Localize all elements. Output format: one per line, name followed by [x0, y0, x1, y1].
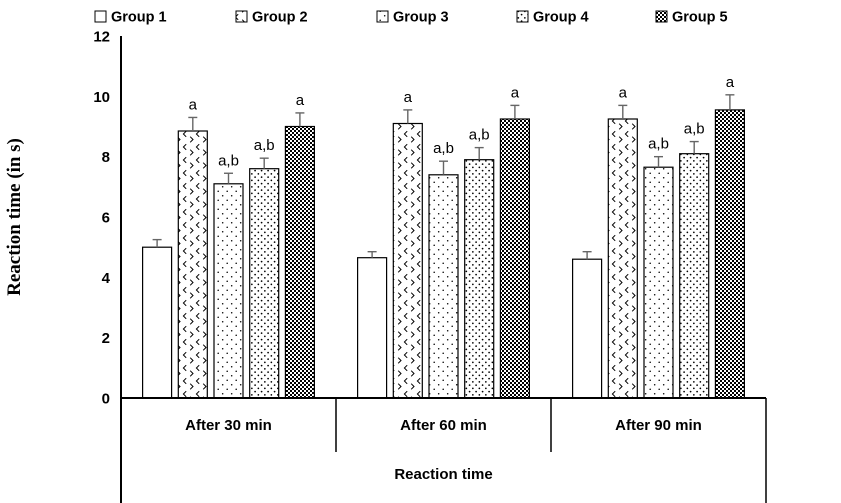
y-tick-label: 6 [102, 210, 110, 227]
y-axis-title: Reaction time (in s) [4, 138, 25, 296]
bar-group-3-1 [213, 183, 244, 399]
legend-label: Group 1 [111, 10, 167, 26]
x-category-label: After 30 min [185, 417, 272, 434]
bar-group-2-2 [392, 122, 423, 399]
bar-group-4-3 [679, 153, 710, 399]
bar-group-2-3 [607, 118, 638, 399]
bar-group-1-1 [142, 246, 173, 399]
x-axis-title: Reaction time [394, 466, 492, 483]
y-tick-label: 8 [102, 149, 110, 166]
bar-group-5-3 [714, 109, 746, 399]
y-tick-label: 12 [93, 29, 110, 46]
legend-label: Group 3 [393, 10, 449, 26]
legend-swatch-plain-icon [94, 10, 107, 23]
bar-group-2-1 [177, 130, 208, 399]
significance-label: a,b [433, 140, 454, 157]
bar-group-5-1 [284, 125, 315, 399]
legend-label: Group 4 [533, 10, 589, 26]
legend-swatch-dots-sparse-icon [376, 10, 389, 23]
y-tick-label: 10 [93, 89, 110, 106]
x-category-label: After 90 min [615, 417, 702, 434]
significance-label: a [511, 84, 520, 101]
y-tick-label: 4 [102, 270, 111, 287]
y-tick-label: 0 [102, 391, 110, 408]
bar-group-5-2 [499, 118, 530, 399]
bar-group-3-2 [428, 174, 459, 399]
bar-group-1-3 [571, 258, 603, 399]
significance-label: a,b [648, 136, 669, 153]
bar-group-4-2 [464, 159, 495, 399]
legend-swatch-dots-dense-icon [516, 10, 529, 23]
bar-group-1-2 [357, 257, 388, 399]
bar-group-3-3 [643, 166, 674, 399]
legend-label: Group 5 [672, 10, 728, 26]
significance-label: a,b [254, 137, 275, 154]
significance-label: a,b [469, 127, 490, 144]
significance-label: a [189, 97, 198, 114]
x-category-label: After 60 min [400, 417, 487, 434]
significance-label: a [619, 84, 628, 101]
significance-label: a [296, 92, 305, 109]
legend-swatch-divot-icon [235, 10, 248, 23]
significance-label: a [726, 74, 735, 91]
significance-label: a,b [218, 152, 239, 169]
legend-swatch-checker-icon [655, 10, 668, 23]
significance-label: a [404, 89, 413, 106]
significance-label: a,b [684, 121, 705, 138]
y-tick-label: 2 [102, 330, 110, 347]
legend-label: Group 2 [252, 10, 308, 26]
bar-group-4-1 [249, 168, 280, 399]
